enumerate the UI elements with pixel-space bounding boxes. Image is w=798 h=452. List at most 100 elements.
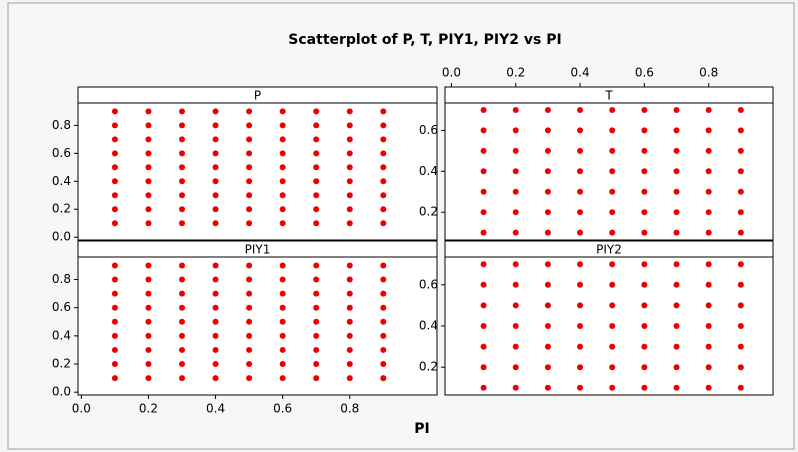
- scatter-point: [313, 108, 320, 115]
- scatter-point: [111, 220, 118, 227]
- scatter-point: [609, 127, 616, 134]
- scatter-point: [609, 384, 616, 391]
- scatter-point: [673, 343, 680, 350]
- scatter-point: [246, 192, 253, 199]
- scatter-point: [380, 136, 387, 143]
- scatter-point: [544, 281, 551, 288]
- scatter-point: [346, 276, 353, 283]
- scatter-point: [346, 122, 353, 129]
- scatter-point: [641, 281, 648, 288]
- scatter-point: [609, 302, 616, 309]
- scatter-point: [111, 262, 118, 269]
- scatter-point: [145, 290, 152, 297]
- scatter-point: [641, 364, 648, 371]
- scatter-point: [480, 147, 487, 154]
- scatter-point: [246, 178, 253, 185]
- scatter-point: [145, 178, 152, 185]
- scatter-point: [673, 106, 680, 113]
- scatter-point: [577, 188, 584, 195]
- scatter-point: [641, 229, 648, 236]
- scatter-point: [279, 150, 286, 157]
- scatter-point: [313, 150, 320, 157]
- scatter-point: [346, 178, 353, 185]
- scatter-point: [641, 188, 648, 195]
- scatter-point: [737, 188, 744, 195]
- scatter-point: [346, 318, 353, 325]
- scatter-point: [111, 122, 118, 129]
- scatter-point: [279, 164, 286, 171]
- scatter-point: [279, 375, 286, 382]
- scatter-point: [512, 188, 519, 195]
- scatter-point: [380, 150, 387, 157]
- scatter-point: [577, 281, 584, 288]
- scatter-point: [212, 178, 219, 185]
- scatter-point: [246, 206, 253, 213]
- y-tick-label: 0.2: [52, 357, 71, 371]
- scatter-point: [609, 209, 616, 216]
- scatter-point: [111, 108, 118, 115]
- scatter-point: [145, 304, 152, 311]
- scatter-point: [145, 346, 152, 353]
- scatter-point: [544, 384, 551, 391]
- scatter-point: [179, 290, 186, 297]
- scatter-point: [380, 304, 387, 311]
- x-tick-label: 0.0: [442, 66, 461, 80]
- scatter-point: [179, 108, 186, 115]
- scatter-point: [544, 209, 551, 216]
- scatter-point: [246, 122, 253, 129]
- scatter-point: [512, 147, 519, 154]
- scatter-point: [346, 262, 353, 269]
- scatter-point: [212, 220, 219, 227]
- scatter-point: [544, 188, 551, 195]
- scatter-point: [737, 384, 744, 391]
- scatter-point: [673, 323, 680, 329]
- scatter-point: [641, 147, 648, 154]
- scatter-point: [145, 361, 152, 368]
- scatter-point: [111, 206, 118, 213]
- scatter-point: [313, 192, 320, 199]
- scatter-point: [111, 318, 118, 325]
- scatter-point: [673, 384, 680, 391]
- scatter-point: [673, 261, 680, 268]
- scatter-point: [480, 188, 487, 195]
- scatter-point: [380, 122, 387, 129]
- scatter-point: [609, 323, 616, 329]
- y-tick-label: 0.4: [52, 174, 71, 188]
- y-tick-label: 0.2: [419, 360, 438, 374]
- scatter-point: [737, 364, 744, 371]
- scatter-point: [512, 209, 519, 216]
- scatter-point: [313, 346, 320, 353]
- y-tick-label: 0.6: [419, 277, 438, 291]
- scatter-point: [577, 147, 584, 154]
- scatter-point: [705, 302, 712, 309]
- scatter-point: [111, 150, 118, 157]
- scatter-point: [212, 192, 219, 199]
- scatter-point: [212, 122, 219, 129]
- scatter-point: [512, 168, 519, 175]
- scatter-point: [544, 364, 551, 371]
- scatter-point: [212, 150, 219, 157]
- scatter-point: [705, 147, 712, 154]
- scatter-point: [279, 361, 286, 368]
- scatter-point: [279, 318, 286, 325]
- scatter-point: [279, 122, 286, 129]
- panel-title: PIY1: [245, 243, 271, 257]
- scatter-point: [179, 346, 186, 353]
- y-tick-label: 0.4: [52, 328, 71, 342]
- scatter-point: [111, 164, 118, 171]
- scatter-point: [145, 206, 152, 213]
- y-tick-label: 0.6: [52, 300, 71, 314]
- scatter-point: [480, 229, 487, 236]
- scatter-point: [705, 261, 712, 268]
- scatter-point: [577, 127, 584, 134]
- scatter-point: [737, 147, 744, 154]
- scatter-point: [246, 304, 253, 311]
- scatter-point: [512, 302, 519, 309]
- scatter-point: [577, 168, 584, 175]
- scatter-point: [313, 304, 320, 311]
- x-axis-label: PI: [414, 421, 429, 437]
- scatter-point: [544, 302, 551, 309]
- scatter-point: [673, 147, 680, 154]
- scatter-point: [737, 261, 744, 268]
